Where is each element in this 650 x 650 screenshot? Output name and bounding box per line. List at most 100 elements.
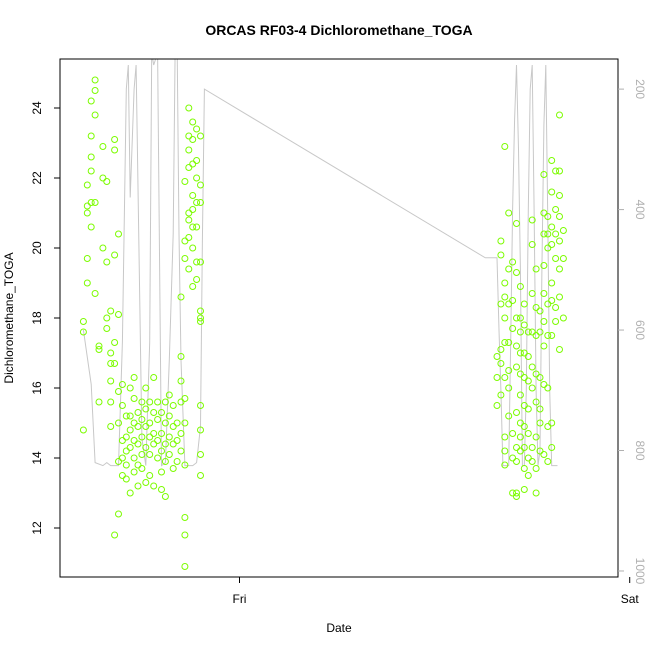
- y-tick-label: 22: [30, 171, 44, 185]
- data-point: [552, 318, 560, 325]
- data-point: [91, 199, 99, 206]
- data-point: [118, 437, 126, 444]
- data-point: [540, 290, 548, 297]
- data-point: [528, 444, 536, 451]
- data-point: [552, 230, 560, 238]
- data-point: [111, 339, 119, 346]
- data-point: [158, 468, 165, 476]
- data-point: [509, 430, 517, 437]
- data-point: [103, 178, 111, 185]
- data-point: [126, 426, 134, 434]
- data-point: [497, 300, 505, 308]
- data-point: [122, 447, 130, 455]
- data-point: [189, 223, 197, 231]
- data-point: [197, 307, 204, 315]
- data-point: [548, 223, 556, 231]
- data-point: [548, 419, 556, 427]
- y-tick-label: 20: [30, 241, 44, 255]
- data-point: [169, 465, 177, 472]
- data-point: [103, 325, 111, 332]
- y-tick-label: 24: [30, 101, 44, 115]
- data-point: [524, 430, 532, 437]
- data-point: [177, 293, 185, 301]
- data-point: [493, 402, 501, 409]
- data-point: [193, 157, 201, 164]
- data-point: [185, 234, 193, 241]
- data-point: [181, 461, 189, 469]
- data-point: [165, 391, 173, 399]
- data-point: [122, 412, 130, 420]
- secondary-y-axis: 200 400 600 800 1000: [618, 79, 647, 585]
- data-point: [91, 76, 99, 84]
- data-point: [134, 461, 142, 469]
- data-point: [532, 465, 540, 472]
- data-point: [130, 454, 138, 462]
- data-point: [193, 258, 201, 266]
- data-point: [142, 444, 150, 451]
- data-point: [142, 405, 150, 413]
- data-point: [516, 370, 524, 378]
- data-point: [505, 265, 513, 273]
- data-point: [177, 447, 185, 455]
- data-point: [193, 223, 201, 231]
- data-point: [146, 472, 154, 479]
- data-point: [134, 423, 142, 430]
- data-point: [556, 237, 563, 245]
- data-point: [520, 465, 528, 472]
- data-point: [536, 374, 544, 381]
- data-point: [505, 209, 513, 217]
- data-point: [122, 475, 130, 483]
- y-tick-label: 14: [30, 451, 44, 465]
- data-point: [528, 290, 536, 297]
- data-point: [540, 451, 548, 458]
- data-point: [138, 433, 146, 441]
- data-point: [524, 353, 532, 360]
- data-point: [154, 437, 162, 444]
- data-point: [505, 367, 513, 374]
- data-point: [197, 314, 204, 322]
- y-tick-label: 16: [30, 381, 44, 395]
- data-point: [548, 279, 556, 287]
- data-point: [501, 374, 509, 381]
- y-tick-label: 12: [30, 521, 44, 535]
- data-point: [161, 419, 169, 427]
- data-point: [107, 307, 115, 315]
- data-point: [91, 290, 99, 297]
- data-point: [111, 136, 119, 143]
- data-point: [150, 482, 158, 490]
- data-point: [544, 300, 552, 308]
- data-point: [505, 300, 513, 308]
- data-point: [548, 332, 556, 339]
- data-point: [181, 419, 189, 427]
- data-point: [556, 265, 563, 273]
- data-point: [189, 136, 197, 143]
- data-point: [513, 363, 520, 371]
- data-point: [501, 314, 509, 322]
- data-point: [548, 241, 556, 248]
- data-point: [193, 174, 201, 182]
- data-point: [177, 353, 185, 360]
- data-point: [118, 454, 126, 462]
- y2-tick-label: 800: [633, 440, 647, 460]
- data-point: [138, 465, 146, 472]
- data-point: [126, 489, 134, 497]
- data-point: [154, 398, 162, 406]
- data-point: [520, 402, 528, 409]
- data-point: [107, 349, 115, 357]
- points-layer: [79, 76, 567, 570]
- data-point: [509, 297, 517, 304]
- data-point: [513, 220, 520, 227]
- data-point: [107, 398, 115, 406]
- data-point: [111, 531, 119, 539]
- data-point: [524, 328, 532, 336]
- data-point: [536, 447, 544, 455]
- data-point: [536, 419, 544, 427]
- data-point: [501, 339, 509, 346]
- data-point: [505, 339, 513, 346]
- data-point: [548, 444, 556, 451]
- data-point: [161, 440, 169, 448]
- data-point: [107, 377, 115, 385]
- data-point: [513, 444, 520, 451]
- data-point: [516, 433, 524, 441]
- data-point: [177, 430, 185, 437]
